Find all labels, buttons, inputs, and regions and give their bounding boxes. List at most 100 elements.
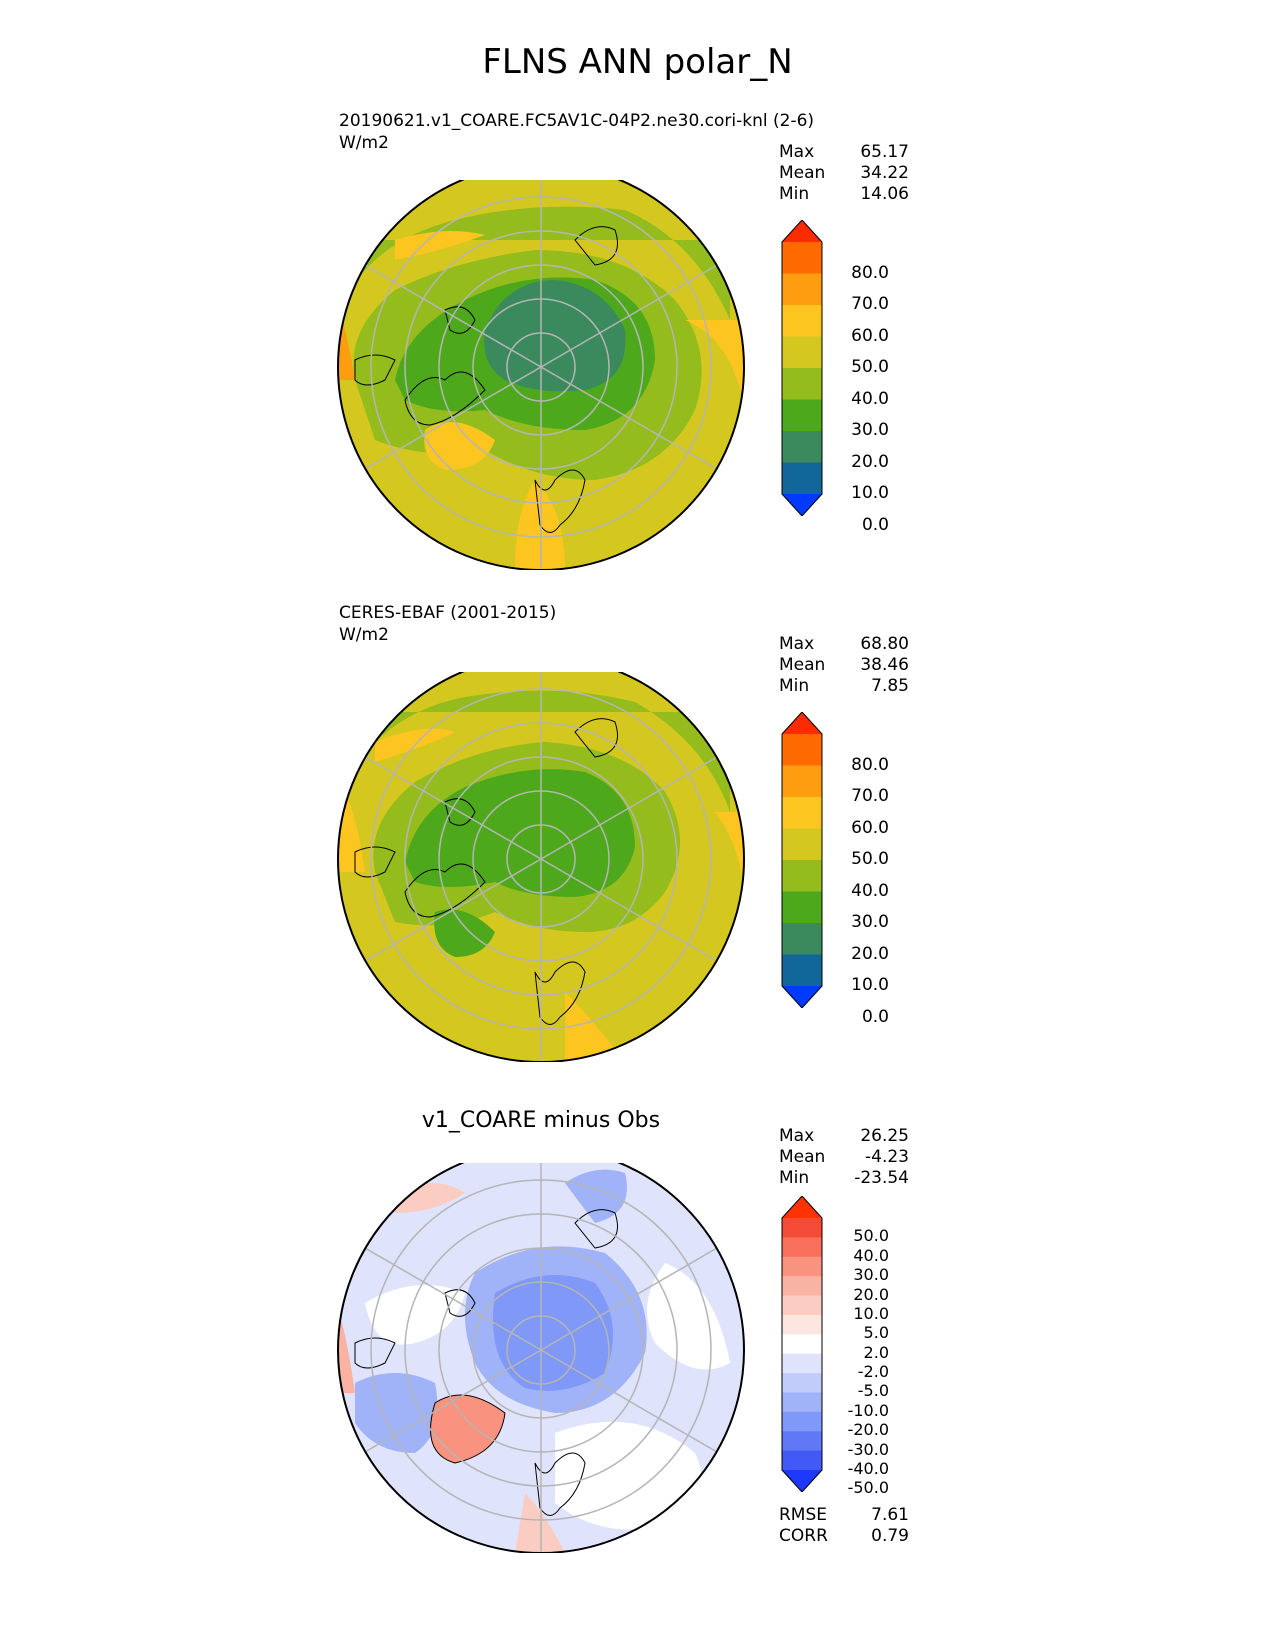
colorbar-tick-label: 20.0 [851,451,889,472]
panel2-colorbar [781,712,823,1008]
coastline [354,1337,396,1369]
colorbar-segment [782,828,822,861]
colorbar-segment [782,305,822,337]
figure-title: FLNS ANN polar_N [482,42,793,82]
map-boundary [337,180,745,570]
colorbar-tick-label: -40.0 [847,1459,889,1478]
colorbar-tick-label: 40.0 [853,1245,889,1265]
colorbar-segment [782,954,822,987]
colorbar-tick-label: 0.0 [861,514,889,535]
colorbar-tick-label: 2.0 [863,1342,889,1362]
map-region-fill [715,812,744,932]
colorbar-segment [782,1218,822,1238]
colorbar-segment [782,462,822,495]
colorbar-segment [782,1256,822,1277]
stat-label: Min [779,1168,810,1188]
colorbar-segment [782,1334,822,1355]
colorbar-extension-top [782,220,822,242]
colorbar-segment [782,860,822,892]
coastline [534,469,586,533]
colorbar-segment [782,1314,822,1335]
stat-value: -23.54 [854,1168,909,1188]
stat-label: Mean [779,163,826,183]
coastline [354,354,396,386]
colorbar-tick-label: 50.0 [853,1226,889,1246]
colorbar-tick-label: -2.0 [857,1362,889,1382]
metric-value: 0.79 [871,1526,909,1546]
colorbar-tick-label: 50.0 [851,357,889,377]
stat-value: 34.22 [860,163,909,183]
map-boundary [337,1163,745,1553]
stat-label: Min [779,676,810,696]
colorbar-outline [781,1196,823,1492]
panel2-stats: Max 68.80 Mean 38.46 Min 7.85 [779,634,909,697]
colorbar-outline [781,712,823,1008]
panel3-polar-map [337,1163,745,1553]
colorbar-tick-label: -30.0 [847,1439,889,1459]
map-region-fill [647,1263,730,1370]
stat-value: 38.46 [860,655,909,675]
colorbar-tick-label: -20.0 [847,1420,889,1440]
colorbar-segment [782,797,822,829]
coastline [574,718,618,758]
map-region-fill [424,422,495,470]
map-region-fill [685,320,744,420]
colorbar-extension-top [782,712,822,734]
panel2-units: W/m2 [339,625,389,645]
coastline [444,798,476,826]
panel2-title: CERES-EBAF (2001-2015) [339,603,557,623]
coastline [444,1289,476,1317]
panel3-metrics: RMSE 7.61 CORR 0.79 [779,1505,909,1547]
colorbar-segment [782,923,822,955]
panel2-polar-map [337,672,745,1062]
graticule [364,180,718,570]
colorbar-segment [782,1373,822,1393]
colorbar-tick-label: 40.0 [851,880,889,901]
colorbar-extension-bottom [782,1470,822,1492]
colorbar-tick-label: -10.0 [847,1400,889,1420]
metric-label: RMSE [779,1505,828,1525]
stat-value: 14.06 [860,184,909,204]
metric-label: CORR [779,1526,828,1546]
colorbar-tick-label: 10.0 [851,975,889,995]
colorbar-segment [782,765,822,798]
panel1-title: 20190621.v1_COARE.FC5AV1C-04P2.ne30.cori… [339,111,815,131]
metric-value: 7.61 [871,1505,909,1525]
stat-label: Mean [779,1147,826,1167]
colorbar-tick-label: -5.0 [857,1381,889,1401]
colorbar-tick-label: 10.0 [853,1303,889,1323]
coastline [430,1394,506,1464]
stat-value: -4.23 [865,1147,909,1167]
colorbar-segment [782,368,822,400]
colorbar-tick-label: -50.0 [847,1478,889,1498]
colorbar-segment [782,1276,822,1297]
map-region-fill [493,1275,613,1391]
map-region-fill [565,1169,627,1223]
panel1-colorbar [781,220,823,516]
stat-label: Mean [779,655,826,675]
graticule [364,1163,718,1553]
panel1-polar-map [337,180,745,570]
panel3-stats: Max 26.25 Mean -4.23 Min -23.54 [779,1126,909,1189]
colorbar-extension-bottom [782,494,822,516]
colorbar-segment [782,1237,822,1258]
colorbar-tick-label: 0.0 [861,1006,889,1027]
colorbar-tick-label: 60.0 [851,817,889,838]
panel1-stats: Max 65.17 Mean 34.22 Min 14.06 [779,142,909,205]
colorbar-segment [782,1392,822,1413]
colorbar-tick-label: 20.0 [851,943,889,964]
colorbar-segment [782,734,822,766]
stat-value: 7.85 [871,676,909,696]
coastline [404,371,486,426]
stat-label: Min [779,184,810,204]
stat-label: Max [779,634,815,654]
coastline [574,226,618,266]
map-region-fill [395,231,485,260]
stat-label: Max [779,142,815,162]
colorbar-segment [782,1295,822,1316]
map-region-fill [365,1285,465,1345]
colorbar-segment [782,1450,822,1471]
map-region-fill [555,1421,702,1530]
coastline [574,1209,618,1249]
map-region-fill [515,1493,565,1553]
